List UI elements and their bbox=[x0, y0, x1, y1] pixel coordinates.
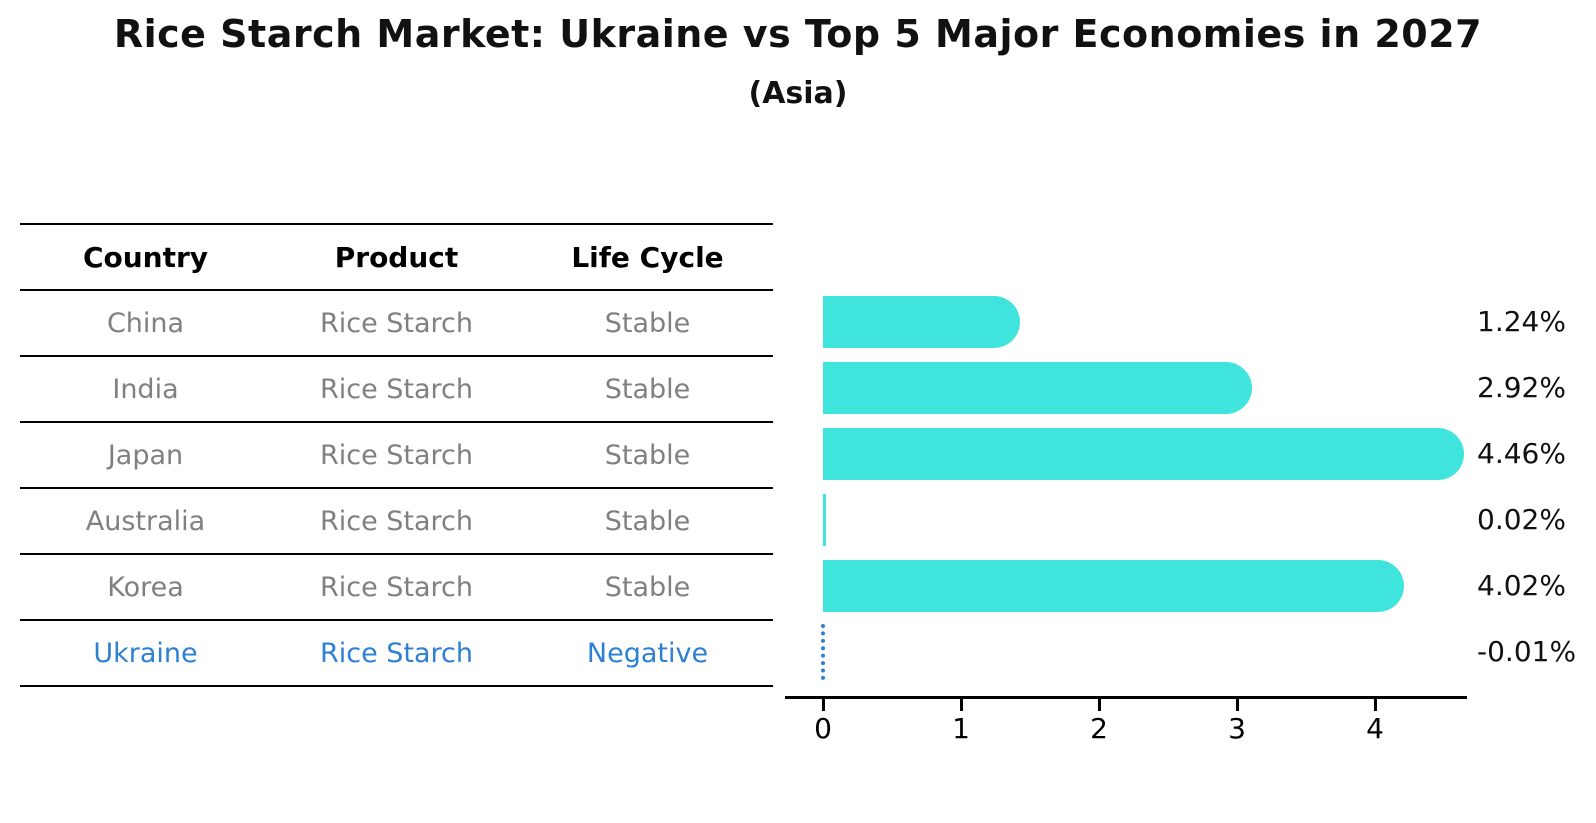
table-row-ukraine: Ukraine Rice Starch Negative bbox=[20, 619, 773, 685]
value-label-china: 1.24% bbox=[1477, 305, 1566, 338]
negative-marker-ukraine bbox=[821, 624, 825, 680]
table-cell-country: Australia bbox=[85, 505, 206, 537]
x-axis-tick-label: 4 bbox=[1366, 712, 1384, 745]
table-row-australia: Australia Rice Starch Stable bbox=[20, 487, 773, 553]
x-axis-tick-label: 3 bbox=[1228, 712, 1246, 745]
x-axis-tick bbox=[1236, 699, 1239, 711]
chart-subtitle: (Asia) bbox=[748, 76, 848, 111]
table-cell-country: Ukraine bbox=[93, 637, 198, 669]
economies-table: Country Product Life Cycle China Rice Starch… bbox=[20, 223, 773, 687]
x-axis-tick bbox=[960, 699, 963, 711]
table-cell-country: Korea bbox=[107, 571, 184, 603]
table-cell-country: Japan bbox=[107, 439, 184, 471]
table-row-korea: Korea Rice Starch Stable bbox=[20, 553, 773, 619]
table-cell-life-cycle: Negative bbox=[586, 637, 709, 669]
x-axis-tick bbox=[1374, 699, 1377, 711]
x-axis-tick-label: 0 bbox=[814, 712, 832, 745]
table-header-product: Product bbox=[334, 240, 459, 274]
bar-japan bbox=[823, 428, 1464, 480]
table-header-country: Country bbox=[82, 240, 209, 274]
value-label-india: 2.92% bbox=[1477, 371, 1566, 404]
table-cell-product: Rice Starch bbox=[319, 505, 474, 537]
table-cell-life-cycle: Stable bbox=[604, 373, 691, 405]
value-label-ukraine: -0.01% bbox=[1477, 635, 1577, 668]
table-cell-life-cycle: Stable bbox=[604, 571, 691, 603]
table-cell-product: Rice Starch bbox=[319, 439, 474, 471]
value-label-australia: 0.02% bbox=[1477, 503, 1566, 536]
x-axis-tick bbox=[1098, 699, 1101, 711]
table-cell-product: Rice Starch bbox=[319, 571, 474, 603]
value-label-japan: 4.46% bbox=[1477, 437, 1566, 470]
table-cell-life-cycle: Stable bbox=[604, 439, 691, 471]
bar-korea bbox=[823, 560, 1404, 612]
x-axis-tick bbox=[822, 699, 825, 711]
table-cell-country: China bbox=[106, 307, 185, 339]
chart-title: Rice Starch Market: Ukraine vs Top 5 Maj… bbox=[113, 12, 1483, 56]
bar-india bbox=[823, 362, 1252, 414]
table-row-japan: Japan Rice Starch Stable bbox=[20, 421, 773, 487]
table-cell-country: India bbox=[112, 373, 179, 405]
table-cell-product: Rice Starch bbox=[319, 373, 474, 405]
table-cell-life-cycle: Stable bbox=[604, 505, 691, 537]
x-axis-line bbox=[785, 696, 1467, 699]
table-cell-life-cycle: Stable bbox=[604, 307, 691, 339]
table-cell-product: Rice Starch bbox=[319, 637, 474, 669]
x-axis-tick-label: 2 bbox=[1090, 712, 1108, 745]
table-header-life-cycle: Life Cycle bbox=[571, 240, 724, 274]
table-row-china: China Rice Starch Stable bbox=[20, 289, 773, 355]
table-header-row: Country Product Life Cycle bbox=[20, 223, 773, 289]
bar-australia bbox=[823, 494, 826, 546]
bar-china bbox=[823, 296, 1020, 348]
table-row-india: India Rice Starch Stable bbox=[20, 355, 773, 421]
x-axis-tick-label: 1 bbox=[952, 712, 970, 745]
table-cell-product: Rice Starch bbox=[319, 307, 474, 339]
value-label-korea: 4.02% bbox=[1477, 569, 1566, 602]
